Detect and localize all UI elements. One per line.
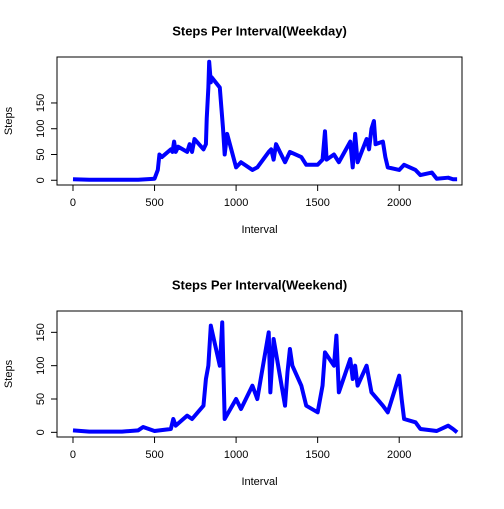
y-tick-label: 50 [35,393,47,405]
plot-box [56,56,463,186]
chart-title: Steps Per Interval(Weekday) [172,23,347,38]
y-tick-label: 100 [35,120,47,138]
x-tick-label: 2000 [387,449,411,461]
x-tick-label: 1500 [305,449,329,461]
y-tick-label: 150 [35,323,47,341]
y-axis-label: Steps [3,359,15,388]
y-tick-label: 0 [35,429,47,435]
x-tick-label: 1000 [224,197,248,209]
y-tick-label: 0 [35,177,47,183]
chart-title: Steps Per Interval(Weekend) [172,277,347,292]
x-tick-label: 500 [145,197,163,209]
x-axis-label: Interval [241,476,277,488]
data-line [72,320,459,434]
x-tick-label: 1500 [305,197,329,209]
y-tick-label: 100 [35,356,47,374]
x-tick-label: 0 [70,197,76,209]
x-axis-label: Interval [241,224,277,236]
x-tick-label: 2000 [387,197,411,209]
y-tick-label: 150 [35,94,47,112]
x-tick-label: 0 [70,449,76,461]
x-tick-label: 1000 [224,449,248,461]
plot-box [56,310,463,438]
y-tick-label: 50 [35,148,47,160]
x-tick-label: 500 [145,449,163,461]
data-line [72,59,458,182]
y-axis-label: Steps [3,106,15,135]
